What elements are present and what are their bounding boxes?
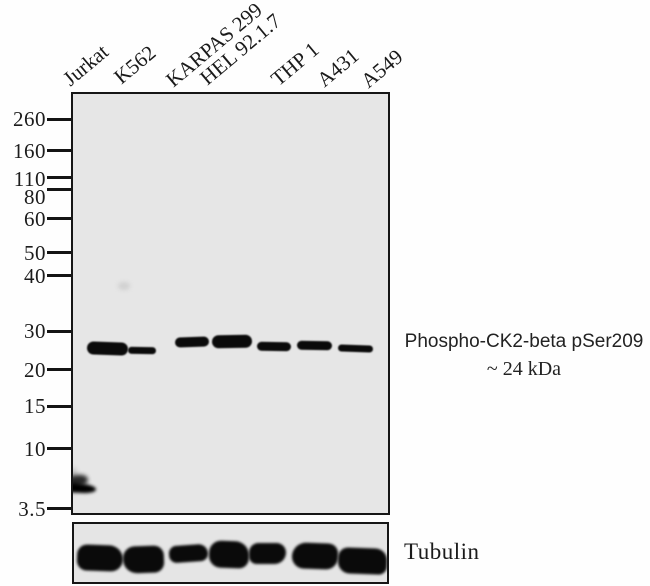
ladder-label-110kda: 110 — [13, 167, 46, 191]
tubulin-band-5 — [249, 543, 286, 564]
ladder-tick — [47, 188, 71, 191]
ladder-tick — [47, 447, 71, 450]
tubulin-band-2 — [122, 545, 165, 574]
ladder-tick — [47, 251, 71, 254]
lane-label-jurkat: Jurkat — [58, 39, 113, 91]
target-band-3 — [174, 336, 210, 348]
blot-panel-target — [71, 92, 390, 515]
target-band-1 — [86, 341, 129, 356]
blot-artifact-1 — [118, 282, 130, 290]
ladder-tick — [47, 217, 71, 220]
ladder-tick — [47, 507, 71, 510]
ladder-tick — [47, 176, 71, 179]
ladder-label-20kda: 20 — [24, 358, 46, 382]
ladder-label-260kda: 260 — [13, 107, 46, 131]
ladder-label-80kda: 80 — [24, 185, 46, 209]
ladder-label-30kda: 30 — [24, 319, 46, 343]
ladder-label-3-5kda: 3.5 — [18, 497, 46, 521]
ladder-label-10kda: 10 — [24, 437, 46, 461]
target-band-7 — [337, 344, 374, 353]
target-kda-label: ~ 24 kDa — [486, 358, 562, 380]
tubulin-band-1 — [76, 544, 124, 572]
lane-label-k562: K562 — [109, 40, 161, 89]
target-band-5 — [256, 341, 292, 352]
tubulin-band-6 — [291, 542, 339, 570]
ladder-tick — [47, 330, 71, 333]
target-annotation: Phospho-CK2-beta pSer209 ~ 24 kDa — [398, 331, 650, 380]
ladder-tick — [47, 368, 71, 371]
ladder-label-50kda: 50 — [24, 241, 46, 265]
ladder-label-15kda: 15 — [24, 394, 46, 418]
ladder-tick — [47, 149, 71, 152]
ladder-tick — [47, 118, 71, 121]
loading-control-label: Tubulin — [404, 539, 480, 564]
ladder-tick — [47, 405, 71, 408]
lane-label-thp-1: THP 1 — [266, 37, 324, 91]
target-protein-label: Phospho-CK2-beta pSer209 — [404, 331, 644, 352]
ladder-label-60kda: 60 — [24, 207, 46, 231]
target-band-2 — [127, 346, 157, 355]
tubulin-band-7 — [337, 547, 387, 575]
target-band-6 — [296, 340, 333, 351]
blot-artifact-4 — [73, 483, 97, 494]
tubulin-band-4 — [208, 540, 250, 569]
target-band-4 — [211, 334, 253, 349]
tubulin-band-3 — [168, 543, 209, 564]
lane-label-a549: A549 — [356, 44, 408, 93]
blot-panel-loading-control — [72, 522, 389, 584]
ladder-label-160kda: 160 — [13, 139, 46, 163]
ladder-tick — [47, 274, 71, 277]
ladder-label-40kda: 40 — [24, 264, 46, 288]
